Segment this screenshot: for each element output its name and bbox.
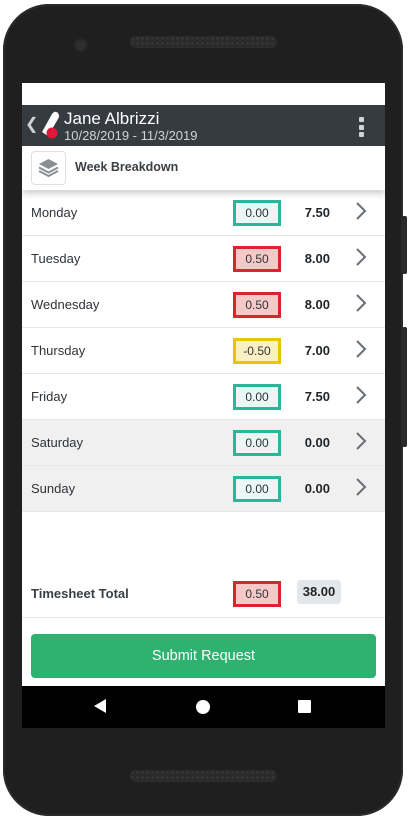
app-bar: ❮ Jane Albrizzi 10/28/2019 - 11/3/2019 — [22, 105, 385, 146]
section-header: Week Breakdown — [22, 146, 385, 190]
top-speaker — [130, 36, 277, 48]
day-label: Sunday — [31, 481, 76, 496]
day-row-tuesday[interactable]: Tuesday 0.50 8.00 — [22, 236, 385, 282]
day-label: Monday — [31, 205, 78, 220]
phone-frame: ❮ Jane Albrizzi 10/28/2019 - 11/3/2019 W… — [3, 4, 407, 816]
power-button — [402, 327, 407, 447]
employee-name: Jane Albrizzi — [64, 109, 160, 128]
difference-badge: -0.50 — [233, 338, 281, 364]
day-hours: 7.00 — [304, 343, 330, 358]
day-row-thursday[interactable]: Thursday -0.50 7.00 — [22, 328, 385, 374]
app-logo — [42, 111, 59, 139]
layers-icon[interactable] — [31, 151, 66, 185]
day-row-saturday[interactable]: Saturday 0.00 0.00 — [22, 420, 385, 466]
difference-badge: 0.00 — [233, 430, 281, 456]
nav-home-icon[interactable] — [196, 700, 210, 714]
date-range: 10/28/2019 - 11/3/2019 — [64, 128, 198, 143]
day-label: Thursday — [31, 343, 86, 358]
nav-back-icon[interactable] — [94, 699, 106, 713]
chevron-left-icon[interactable]: ❮ — [25, 116, 39, 133]
day-label: Wednesday — [31, 297, 100, 312]
day-row-friday[interactable]: Friday 0.00 7.50 — [22, 374, 385, 420]
chevron-right-icon[interactable] — [355, 201, 367, 221]
difference-badge: 0.50 — [233, 246, 281, 272]
day-hours: 7.50 — [304, 389, 330, 404]
day-row-monday[interactable]: Monday 0.00 7.50 — [22, 190, 385, 236]
android-nav-bar — [22, 686, 385, 728]
total-label: Timesheet Total — [31, 586, 129, 601]
chevron-right-icon[interactable] — [355, 477, 367, 497]
section-title: Week Breakdown — [75, 160, 179, 174]
difference-badge: 0.00 — [233, 200, 281, 226]
chevron-right-icon[interactable] — [355, 339, 367, 359]
app-screen: ❮ Jane Albrizzi 10/28/2019 - 11/3/2019 W… — [22, 83, 385, 728]
chevron-right-icon[interactable] — [355, 247, 367, 267]
day-hours: 0.00 — [304, 481, 330, 496]
chevron-right-icon[interactable] — [355, 293, 367, 313]
day-hours: 8.00 — [304, 297, 330, 312]
total-difference-badge: 0.50 — [233, 581, 281, 607]
submit-request-button[interactable]: Submit Request — [31, 634, 376, 678]
day-label: Saturday — [31, 435, 84, 450]
front-camera — [76, 40, 86, 50]
day-hours: 8.00 — [304, 251, 330, 266]
difference-badge: 0.00 — [233, 384, 281, 410]
day-row-wednesday[interactable]: Wednesday 0.50 8.00 — [22, 282, 385, 328]
day-label: Friday — [31, 389, 68, 404]
total-hours: 38.00 — [297, 580, 341, 604]
difference-badge: 0.00 — [233, 476, 281, 502]
nav-recents-icon[interactable] — [298, 700, 311, 713]
status-bar — [22, 83, 385, 105]
more-vert-icon[interactable] — [359, 117, 365, 137]
chevron-right-icon[interactable] — [355, 385, 367, 405]
day-list: Monday 0.00 7.50 Tuesday 0.50 8.00 Wedne… — [22, 190, 385, 512]
day-row-sunday[interactable]: Sunday 0.00 0.00 — [22, 466, 385, 512]
chevron-right-icon[interactable] — [355, 431, 367, 451]
day-hours: 7.50 — [304, 205, 330, 220]
volume-button — [402, 216, 407, 274]
day-label: Tuesday — [31, 251, 81, 266]
day-hours: 0.00 — [304, 435, 330, 450]
bottom-speaker — [130, 770, 277, 782]
timesheet-total-row: Timesheet Total 0.50 38.00 — [22, 571, 385, 618]
difference-badge: 0.50 — [233, 292, 281, 318]
